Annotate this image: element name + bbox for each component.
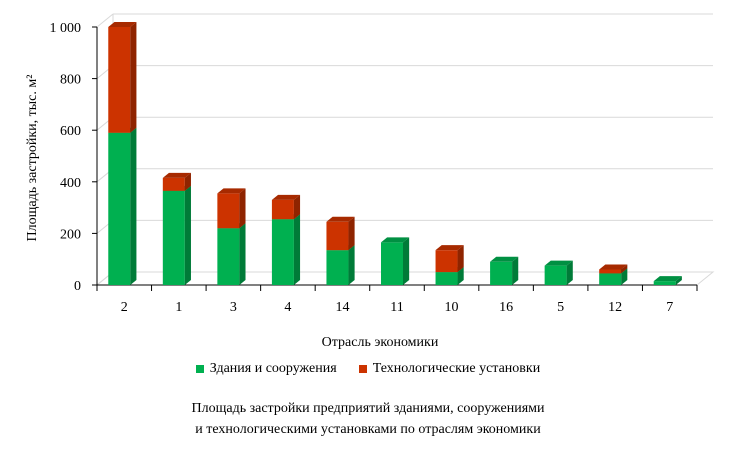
y-axis-label: Площадь застройки, тыс. м² <box>25 75 40 242</box>
bar-segment <box>326 245 355 285</box>
stacked-bar-chart: 0 200 400 600 800 1 000 2 1 3 4 14 11 10 16 5 12 7 Площ… <box>25 13 715 350</box>
bar-segment <box>217 223 246 285</box>
bar-face <box>326 250 349 285</box>
y-tick-label: 200 <box>60 227 81 242</box>
x-tick-label: 5 <box>557 300 564 315</box>
bar-side <box>675 276 682 285</box>
legend-label-buildings: Здания и сооружения <box>209 361 337 376</box>
bar-segment <box>217 188 246 229</box>
bar-segment <box>544 260 573 285</box>
bar-segment <box>435 245 464 273</box>
y-tick-label: 0 <box>74 279 81 294</box>
bar-face <box>599 273 622 285</box>
bar-side <box>512 256 519 285</box>
bar-side <box>621 264 628 274</box>
legend-swatch-installations <box>358 365 367 373</box>
bar-face <box>653 281 676 285</box>
bar-top <box>490 256 519 262</box>
bar-face <box>435 250 458 273</box>
bar-side <box>130 22 137 133</box>
bar-segment <box>653 276 682 285</box>
bar-face <box>271 199 294 220</box>
x-tick-label: 2 <box>121 300 128 315</box>
bar-face <box>490 261 513 285</box>
bar-top <box>162 172 191 178</box>
bar-top <box>326 216 355 222</box>
x-tick-label: 4 <box>284 300 291 315</box>
bar-segment <box>162 185 191 285</box>
y-tick-labels: 0 200 400 600 800 1 000 <box>50 21 82 294</box>
bar-face <box>435 272 458 285</box>
bar-side <box>239 188 246 229</box>
x-tick-label: 14 <box>335 300 349 315</box>
caption-line-1: Площадь застройки предприятий зданиями, … <box>191 401 545 416</box>
bar-face <box>162 190 185 285</box>
bar-side <box>457 267 464 285</box>
bar-face <box>544 265 567 285</box>
x-tick-label: 1 <box>175 300 182 315</box>
bar-segment <box>381 237 410 285</box>
x-tick-label: 11 <box>390 300 403 315</box>
x-tick-label: 7 <box>666 300 673 315</box>
bar-side <box>184 172 191 191</box>
bar-side <box>348 245 355 285</box>
bar-side <box>184 185 191 285</box>
bar-face <box>217 193 240 229</box>
x-tick-label: 12 <box>608 300 622 315</box>
bar-side <box>621 268 628 285</box>
bar-top <box>217 188 246 194</box>
bar-side <box>566 260 573 285</box>
x-tick-label: 10 <box>445 300 459 315</box>
bar-face <box>271 219 294 285</box>
bar-face <box>381 242 403 285</box>
bar-side <box>457 245 464 273</box>
bar-top <box>435 245 464 251</box>
y-tick-label: 600 <box>60 124 81 139</box>
caption-line-2: и технологическими установками по отрасл… <box>195 422 541 437</box>
bar-face <box>599 269 622 274</box>
bar-segment <box>162 172 191 191</box>
bar-face <box>108 132 131 285</box>
y-tick-label: 800 <box>60 73 81 88</box>
bar-side <box>348 216 355 251</box>
bars <box>108 22 682 285</box>
bar-segment <box>599 264 628 274</box>
bar-segment <box>108 127 137 285</box>
bar-segment <box>271 194 301 220</box>
bar-face <box>162 177 185 191</box>
bar-segment <box>271 214 301 285</box>
bar-side <box>293 214 301 285</box>
bar-side <box>239 223 246 285</box>
bar-side <box>403 237 410 285</box>
legend-swatch-buildings <box>195 365 204 373</box>
legend-item-installations: Технологические установки <box>358 361 541 377</box>
bar-top <box>599 264 628 270</box>
x-tick-label: 16 <box>499 300 513 315</box>
bar-top <box>544 260 573 266</box>
y-tick-label: 1 000 <box>50 21 82 36</box>
bar-top <box>108 22 137 27</box>
bar-segment <box>326 216 355 251</box>
bar-face <box>217 228 240 285</box>
bar-top <box>381 237 410 243</box>
y-tick-label: 400 <box>60 176 81 191</box>
bar-side <box>293 194 301 220</box>
x-tick-labels: 2 1 3 4 14 11 10 16 5 12 7 <box>121 300 673 315</box>
legend-label-installations: Технологические установки <box>372 361 541 376</box>
x-tick-label: 3 <box>230 300 237 315</box>
bar-segment <box>490 256 519 285</box>
bar-segment <box>108 22 137 133</box>
bar-face <box>108 27 131 133</box>
bar-face <box>326 221 349 251</box>
gridline-side <box>96 13 114 28</box>
bar-top <box>653 276 682 282</box>
x-axis-label: Отрасль экономики <box>322 335 439 350</box>
figure-caption: Площадь застройки предприятий зданиями, … <box>0 398 736 440</box>
legend-item-buildings: Здания и сооружения <box>195 361 337 377</box>
bar-side <box>130 127 137 285</box>
bar-top <box>271 194 301 200</box>
gridlines <box>96 13 713 286</box>
legend: Здания и сооружения Технологические уста… <box>0 361 736 377</box>
